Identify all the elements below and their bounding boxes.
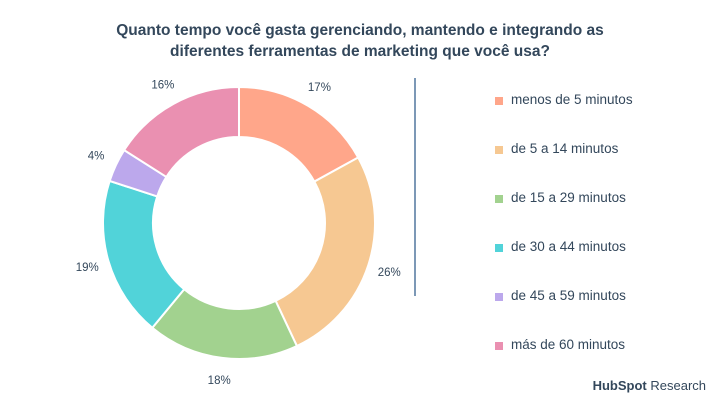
legend-swatch	[495, 195, 503, 203]
legend-label: de 30 a 44 minutos	[511, 239, 626, 254]
data-label-15-a-29: 18%	[208, 375, 231, 387]
data-label-30-a-44: 19%	[76, 262, 99, 274]
data-label-5-a-14: 26%	[378, 267, 401, 279]
legend-swatch	[495, 342, 503, 350]
legend-label: de 5 a 14 minutos	[511, 141, 619, 156]
slice-5-a-14	[274, 156, 376, 348]
hubspot-research-logo: HubSpot Research	[593, 378, 706, 393]
legend-item-30-a-44: de 30 a 44 minutos	[495, 239, 633, 288]
chart-title: Quanto tempo você gasta gerenciando, man…	[90, 20, 630, 62]
brand-research: Research	[650, 378, 706, 393]
legend-label: de 15 a 29 minutos	[511, 190, 626, 205]
legend-label: más de 60 minutos	[511, 337, 626, 352]
data-label-menos-de-5: 17%	[308, 82, 331, 94]
legend-swatch	[495, 97, 503, 105]
legend-item-5-a-14: de 5 a 14 minutos	[495, 141, 633, 190]
legend: menos de 5 minutos de 5 a 14 minutos de …	[495, 92, 633, 386]
brand-hubspot: HubSpot	[592, 378, 647, 393]
legend-label: menos de 5 minutos	[511, 92, 633, 107]
legend-divider	[414, 78, 416, 296]
legend-item-45-a-59: de 45 a 59 minutos	[495, 288, 633, 337]
legend-swatch	[495, 146, 503, 154]
chart-title-line-2: diferentes ferramentas de marketing que …	[170, 43, 550, 60]
slice-mas-de-60	[122, 85, 240, 179]
legend-item-15-a-29: de 15 a 29 minutos	[495, 190, 633, 239]
legend-swatch	[495, 244, 503, 252]
legend-item-mas-de-60: más de 60 minutos	[495, 337, 633, 386]
data-label-mas-de-60: 16%	[151, 80, 174, 92]
legend-swatch	[495, 293, 503, 301]
data-label-45-a-59: 4%	[88, 151, 105, 163]
chart-title-line-1: Quanto tempo você gasta gerenciando, man…	[116, 22, 604, 39]
legend-label: de 45 a 59 minutos	[511, 288, 626, 303]
legend-item-menos-de-5: menos de 5 minutos	[495, 92, 633, 141]
